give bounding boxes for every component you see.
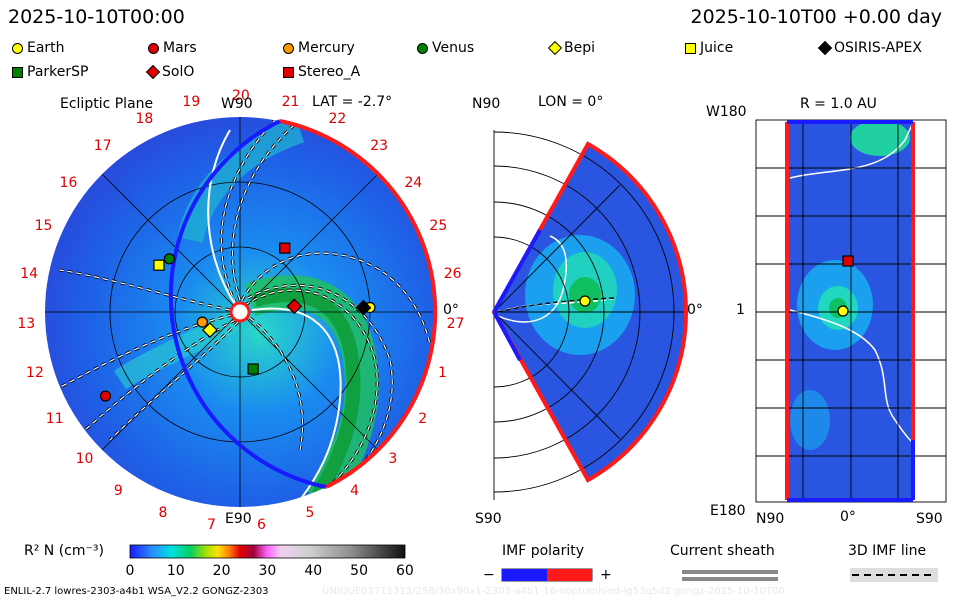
colorbar-tick: 50 [350,563,368,579]
colorbar-tick: 30 [258,563,277,579]
carrington-label: 17 [93,138,112,155]
ecliptic-lat: LAT = -2.7° [312,94,393,110]
legend-juice: Juice [685,40,733,56]
ecliptic-body-mars [99,390,112,402]
carrington-label: 23 [370,138,389,155]
meridional-bottom-label: S90 [475,511,502,527]
imf-plus: + [600,567,612,583]
imf-polarity-title: IMF polarity [502,543,585,559]
colorbar-tick: 0 [125,563,135,579]
imf-negative-swatch [502,569,547,581]
ecliptic-bottom-label: E90 [225,511,252,527]
colorbar-tick: 20 [212,563,231,579]
colorbar-tick: 40 [304,563,323,579]
carrington-label: 1 [437,364,447,381]
parkersp-square-icon [12,66,23,78]
ecliptic-body-parkersp [247,363,259,375]
ecliptic-panel [45,117,438,507]
earth-circle-icon [12,42,23,54]
carrington-label: 10 [75,450,94,467]
footer-model: ENLIL-2.7 lowres-2303-a4b1 WSA_V2.2 GONG… [4,586,269,597]
juice-square-icon [685,42,696,54]
sphere-bottom-left: E180 [710,503,746,519]
carrington-label: 15 [34,217,53,234]
carrington-label: 19 [182,93,201,110]
imf-positive-swatch [547,569,592,581]
sphere-mid-left: 1 [736,302,745,318]
colorbar [129,544,406,559]
ecliptic-body-mercury [196,316,208,328]
meridional-top-label: N90 [472,96,501,112]
timestamp-left: 2025-10-10T00:00 [8,6,185,28]
carrington-label: 3 [388,450,398,467]
legend-parkersp: ParkerSP [12,64,88,80]
carrington-label: 27 [446,315,465,332]
meridional-right-label: 0° [687,302,703,318]
ecliptic-right-label: 0° [443,302,459,318]
legend-mercury: Mercury [283,40,355,56]
sphere-stereo-a [842,255,854,267]
legend-stereo-a: Stereo_A [283,64,360,80]
carrington-label: 16 [59,174,78,191]
carrington-label: 20 [232,88,250,104]
carrington-label: 26 [443,265,462,282]
ecliptic-body-osiris-apex [355,299,372,316]
sphere-bottom-n90: N90 [756,511,785,527]
mercury-circle-icon [283,42,294,54]
ecliptic-top-label: W90 [221,96,253,112]
carrington-label: 4 [350,482,360,499]
sphere-top-left: W180 [706,104,747,120]
meridional-lon: LON = 0° [538,94,604,110]
carrington-label: 7 [207,516,216,533]
imf-3d-title: 3D IMF line [848,543,927,559]
carrington-label: 6 [256,516,266,533]
ecliptic-body-stereo-a [279,242,291,254]
carrington-label: 21 [281,93,300,110]
carrington-label: 24 [404,174,423,191]
carrington-label: 13 [17,315,36,332]
carrington-label: 12 [26,364,44,381]
carrington-label: 9 [113,482,123,499]
legend-solo: SolO [145,64,194,80]
ecliptic-body-venus [163,253,176,265]
legend-mars: Mars [148,40,197,56]
legend-bepi: Bepi [547,40,595,56]
carrington-label: 14 [20,265,39,282]
ecliptic-body-juice [153,259,165,271]
carrington-label: 25 [429,217,448,234]
meridional-earth [579,295,591,307]
stereo-a-square-icon [283,66,294,78]
sphere-bottom-s90: S90 [916,511,943,527]
carrington-label: 8 [158,505,168,522]
ecliptic-body-solo [286,298,303,315]
ecliptic-body-bepi [201,322,218,338]
mars-circle-icon [148,42,159,54]
sphere-title: R = 1.0 AU [800,96,877,112]
colorbar-tick: 10 [166,563,185,579]
carrington-label: 18 [135,110,154,127]
legend-osiris-apex: OSIRIS-APEX [817,40,922,56]
carrington-label: 5 [305,505,315,522]
legend-earth: Earth [12,40,65,56]
footer-run-id: UNIQUE01711313/258/30x90x1-2303-a4b1-16-… [322,586,785,597]
sphere-panel [755,119,947,503]
venus-circle-icon [417,42,428,54]
colorbar-tick: 60 [396,563,414,579]
carrington-label: 11 [45,410,64,427]
imf-minus: − [483,567,495,583]
sphere-earth [837,305,849,317]
carrington-label: 2 [418,410,428,427]
current-sheath-title: Current sheath [670,543,775,559]
carrington-label: 22 [328,110,347,127]
timestamp-right: 2025-10-10T00 +0.00 day [690,6,942,28]
sphere-bottom-0: 0° [840,509,856,525]
ecliptic-title: Ecliptic Plane [60,96,154,112]
legend-venus: Venus [417,40,474,56]
colorbar-label: R² N (cm⁻³) [24,543,104,559]
meridional-panel [491,130,688,500]
